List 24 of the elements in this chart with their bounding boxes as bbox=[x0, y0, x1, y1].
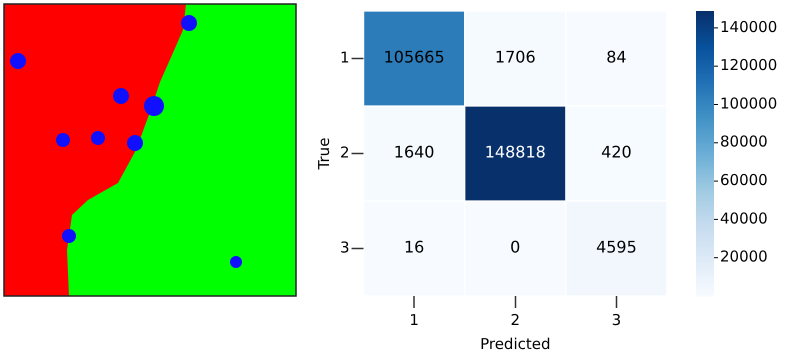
data-label: 0 bbox=[510, 238, 520, 257]
data-label: 420 bbox=[601, 142, 632, 162]
color-bar-label: 40000 bbox=[720, 209, 768, 228]
y-tick-label: 2 bbox=[340, 143, 350, 162]
x-tick-label: 3 bbox=[612, 310, 622, 329]
y-tick-label: 3 bbox=[340, 238, 350, 256]
color-bar-label: 140000 bbox=[720, 18, 778, 36]
y-tick-label: 1 bbox=[340, 48, 350, 66]
data-label: 16 bbox=[404, 238, 424, 257]
color-bar-label: 100000 bbox=[720, 94, 778, 112]
x-tick-label: 1 bbox=[409, 310, 419, 329]
x-axis-title: Predicted bbox=[480, 334, 550, 353]
x-tick-label: 2 bbox=[510, 310, 520, 329]
y-axis-title: True bbox=[314, 138, 333, 170]
color-bar-label: 60000 bbox=[720, 170, 768, 189]
data-label: 84 bbox=[606, 48, 627, 67]
color-bar-label: 20000 bbox=[720, 248, 768, 266]
color-bar-label: 120000 bbox=[720, 56, 778, 74]
data-label: 1640 bbox=[394, 142, 434, 162]
data-label: 4595 bbox=[596, 238, 637, 257]
data-label: 105665 bbox=[384, 48, 445, 67]
data-label: 148818 bbox=[484, 142, 546, 162]
data-label: 1706 bbox=[494, 48, 536, 67]
color-bar-label: 80000 bbox=[720, 132, 768, 151]
